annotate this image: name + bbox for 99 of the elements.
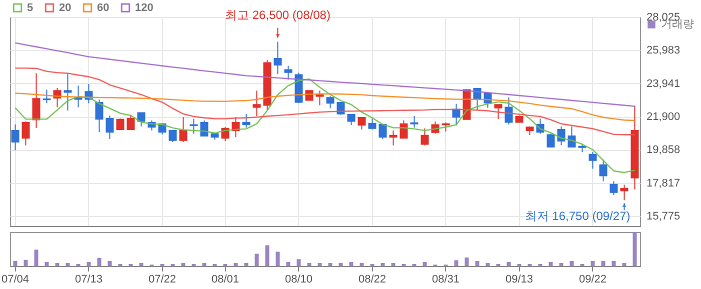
candlestick <box>190 118 198 134</box>
candlestick <box>326 96 334 109</box>
bar <box>349 262 354 266</box>
bar <box>360 262 364 266</box>
legend-label: 120 <box>135 2 154 14</box>
bar <box>422 262 427 266</box>
bar <box>622 262 626 266</box>
bar <box>55 262 60 266</box>
bar <box>559 262 564 266</box>
x-tick-label: 07/04 <box>1 274 30 286</box>
y-tick-label: 17,817 <box>646 177 680 190</box>
candlestick <box>274 41 282 75</box>
y-tick-label: 15,775 <box>646 210 680 223</box>
candlestick <box>126 114 135 130</box>
bar <box>590 260 595 266</box>
annotation: 최저 16,750 (09/27) <box>524 209 630 224</box>
candlestick <box>252 90 261 117</box>
candlestick <box>22 120 30 146</box>
y-tick-label: 25,983 <box>646 44 680 57</box>
bar <box>380 262 385 266</box>
candlestick <box>179 116 188 143</box>
bar <box>276 252 280 266</box>
candlestick <box>106 115 114 140</box>
bar <box>66 262 70 266</box>
candlestick <box>610 180 618 196</box>
bar <box>506 262 511 266</box>
bar <box>265 245 270 266</box>
candlestick <box>599 159 608 182</box>
candlestick <box>116 118 124 130</box>
bar <box>86 262 91 266</box>
annotation: 최고 26,500 (08/08) <box>225 8 330 22</box>
candlestick <box>494 104 502 120</box>
candlestick <box>284 65 292 80</box>
legend-label: 60 <box>97 2 110 14</box>
candlestick <box>546 133 555 148</box>
x-tick-label: 08/01 <box>211 274 240 286</box>
x-tick-label: 08/10 <box>284 274 313 286</box>
bar <box>601 260 606 266</box>
bar <box>328 262 332 266</box>
bar <box>548 262 553 266</box>
candlestick <box>368 118 376 130</box>
bar <box>108 260 112 266</box>
candlestick <box>95 99 104 133</box>
candlestick <box>347 114 356 126</box>
y-tick-label: 23,941 <box>646 78 680 90</box>
candlestick <box>358 116 366 130</box>
bar <box>338 262 343 266</box>
candlestick <box>420 128 429 146</box>
candlestick <box>168 130 177 143</box>
legend-label: 20 <box>59 2 72 14</box>
bar <box>254 254 259 266</box>
bar <box>286 262 290 266</box>
bar <box>570 260 574 266</box>
legend-label: 5 <box>27 2 34 14</box>
bar <box>454 260 458 266</box>
candlestick <box>620 184 628 201</box>
bar <box>34 250 38 266</box>
bar <box>244 262 248 266</box>
candlestick <box>11 124 20 151</box>
line-series <box>14 78 636 174</box>
bar <box>632 232 637 266</box>
line-series <box>14 67 636 136</box>
bar <box>391 262 396 266</box>
candlestick <box>316 90 324 106</box>
candlestick <box>42 89 51 104</box>
candlestick <box>389 130 398 146</box>
bar <box>44 262 49 266</box>
bar <box>234 262 238 266</box>
bar <box>307 262 312 266</box>
candlestick <box>588 151 597 170</box>
bar <box>464 258 469 266</box>
candlestick <box>32 72 40 129</box>
x-tick-label: 08/31 <box>432 274 460 286</box>
x-tick-label: 08/22 <box>358 274 386 286</box>
candlestick <box>242 113 250 128</box>
bar <box>475 260 480 266</box>
bar <box>612 260 616 266</box>
candlestick <box>64 74 72 111</box>
bar <box>202 262 206 266</box>
candlestick <box>410 115 418 128</box>
x-tick-label: 07/13 <box>74 274 103 286</box>
y-tick-label: 19,858 <box>646 144 680 156</box>
bar <box>181 262 186 266</box>
candlestick <box>504 96 513 125</box>
line-series <box>14 42 636 107</box>
candlestick <box>378 124 387 140</box>
bar <box>296 259 301 266</box>
bar <box>318 262 322 266</box>
x-tick-label: 09/22 <box>578 274 607 286</box>
y-tick-label: 21,900 <box>646 111 680 124</box>
candlestick <box>200 120 208 136</box>
x-tick-label: 07/22 <box>148 274 176 286</box>
x-tick-label: 09/13 <box>505 274 534 286</box>
bar <box>139 262 144 266</box>
candlestick <box>137 112 146 127</box>
bar <box>24 260 28 266</box>
bar <box>486 262 490 266</box>
bar <box>13 260 18 266</box>
bar <box>97 258 102 266</box>
